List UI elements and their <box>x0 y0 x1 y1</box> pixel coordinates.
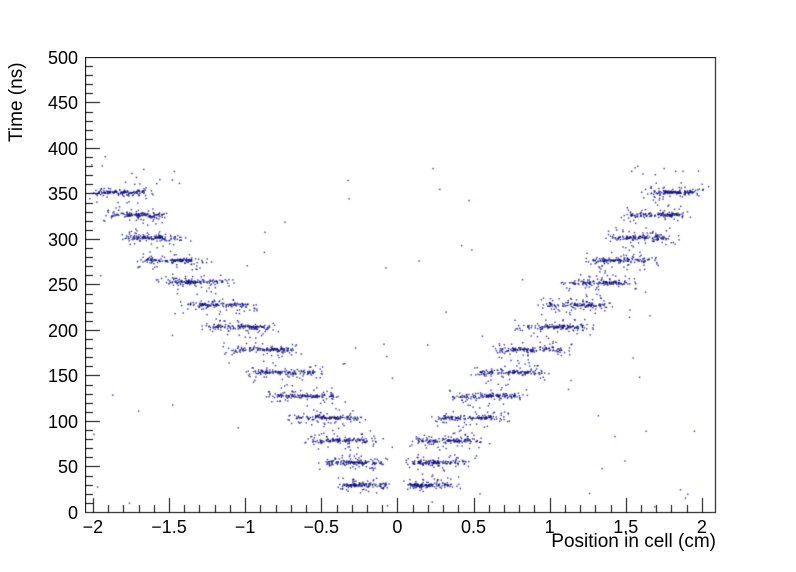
x-tick-label: 2 <box>696 517 707 537</box>
y-tick-label: 150 <box>47 366 78 386</box>
y-tick-label: 100 <box>47 411 78 432</box>
y-tick-label: 300 <box>47 229 78 250</box>
y-tick-label: 500 <box>47 47 78 68</box>
x-tick-label: −1.5 <box>151 517 187 537</box>
x-tick-label: −1 <box>234 517 256 537</box>
y-tick-label: 200 <box>47 320 78 341</box>
y-tick-label: 400 <box>47 138 78 159</box>
y-tick-label: 0 <box>67 502 78 523</box>
x-tick-label: 0 <box>392 517 403 537</box>
y-tick-label: 250 <box>47 275 78 295</box>
y-tick-label: 450 <box>47 93 78 113</box>
x-tick-label: −0.5 <box>303 517 340 537</box>
y-tick-label: 50 <box>57 457 78 477</box>
x-tick-label: 0.5 <box>461 517 487 537</box>
x-tick-label: −2 <box>82 517 104 537</box>
x-tick-label: 1.5 <box>613 517 639 537</box>
scatter-plot-canvas <box>85 57 717 514</box>
y-tick-label: 350 <box>47 184 78 204</box>
x-tick-label: 1 <box>544 517 555 537</box>
x-axis-title: Position in cell (cm) <box>551 531 716 552</box>
